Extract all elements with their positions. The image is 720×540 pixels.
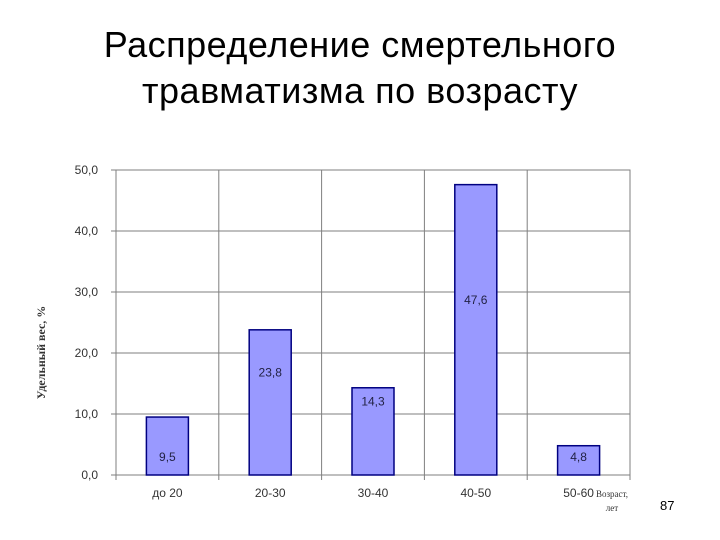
data-label: 47,6 — [464, 293, 488, 307]
bar — [454, 183, 498, 476]
x-tick-label: 40-50 — [460, 486, 491, 500]
x-tick-label: 50-60 — [563, 486, 594, 500]
x-tick-label: 30-40 — [358, 486, 389, 500]
x-axis-title: лет — [606, 503, 618, 513]
page-title: Распределение смертельного травматизма п… — [0, 22, 720, 114]
x-tick-label: до 20 — [152, 486, 183, 500]
title-line-2: травматизма по возрасту — [142, 70, 578, 111]
data-label: 9,5 — [159, 450, 176, 464]
bar — [351, 387, 395, 476]
y-tick-label: 20,0 — [75, 346, 99, 360]
title-line-1: Распределение смертельного — [103, 24, 617, 65]
data-label: 23,8 — [259, 365, 283, 379]
x-axis-title: Возраст, — [596, 489, 628, 499]
y-tick-label: 30,0 — [75, 285, 99, 299]
page-number: 87 — [660, 498, 675, 513]
y-tick-label: 50,0 — [75, 163, 99, 177]
bar — [248, 329, 292, 476]
bar — [556, 444, 601, 476]
y-tick-label: 0,0 — [81, 468, 98, 482]
data-label: 4,8 — [570, 450, 587, 464]
y-tick-label: 40,0 — [75, 224, 99, 238]
data-label: 14,3 — [361, 394, 385, 408]
x-tick-label: 20-30 — [255, 486, 286, 500]
bar — [145, 416, 190, 476]
y-tick-label: 10,0 — [75, 407, 99, 421]
y-axis-title: Удельный вес, % — [34, 306, 48, 400]
